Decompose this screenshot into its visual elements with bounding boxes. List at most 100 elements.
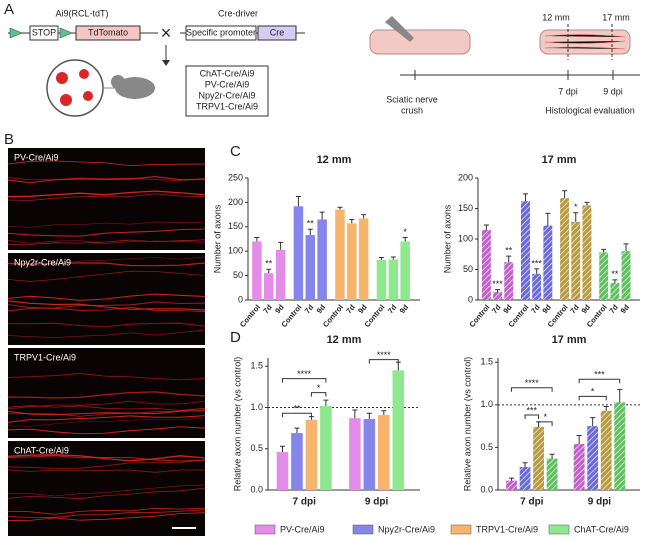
bar [305, 235, 316, 300]
bracket-label: **** [297, 369, 312, 379]
y-tick-label: 0 [468, 294, 473, 304]
panel-label: C [230, 143, 241, 160]
stop-box [29, 25, 59, 41]
distance-label: 17 mm [602, 12, 630, 22]
bar [506, 480, 517, 490]
axon [7, 512, 206, 522]
axon [7, 426, 206, 435]
axon [7, 487, 206, 499]
crush-label: crush [401, 105, 423, 115]
bar [573, 444, 585, 490]
legend-swatch [548, 524, 570, 535]
bracket [578, 395, 607, 401]
bracket-label: ** [293, 404, 301, 414]
significance: *** [531, 258, 542, 268]
significance: ** [265, 259, 273, 269]
y-tick-label: 1.5 [480, 357, 493, 367]
legend-swatch [450, 524, 472, 535]
bar [493, 292, 503, 300]
loxp [59, 27, 73, 39]
promoter-text: Specific promoter [186, 27, 256, 37]
y-tick-label: 150 [458, 203, 473, 213]
error-bar [522, 193, 528, 202]
image-label: PV-Cre/Ai9 [14, 152, 59, 162]
bar [388, 259, 399, 300]
bar [532, 273, 542, 300]
axon [7, 193, 206, 201]
crush-label: Sciatic nerve [386, 94, 438, 104]
bar [610, 282, 620, 300]
bracket [524, 414, 540, 420]
distance-label: 12 mm [542, 12, 570, 22]
image-label: ChAT-Cre/Ai9 [14, 445, 69, 455]
mouse-line: ChAT-Cre/Ai9 [200, 68, 255, 78]
x-tick-label: Control [238, 303, 262, 329]
error-bar [576, 434, 582, 445]
x-tick-label: 7d [386, 302, 399, 315]
error-bar [390, 256, 396, 260]
axon [7, 469, 206, 473]
mouse-head [111, 75, 125, 89]
panel-label: B [4, 131, 14, 148]
error-bar [573, 212, 579, 222]
x-tick-label: 9 dpi [365, 497, 389, 508]
axon [7, 459, 206, 469]
axon [7, 190, 206, 198]
y-tick-label: 0.0 [250, 484, 263, 494]
image-label: Npy2r-Cre/Ai9 [14, 257, 71, 267]
error-bar [509, 477, 515, 481]
mouse [115, 77, 155, 99]
x-tick-label: 9d [356, 302, 369, 315]
error-bar [323, 399, 329, 406]
bar [587, 426, 599, 490]
y-tick-label: 100 [458, 233, 473, 243]
bar [376, 259, 387, 300]
error-bar [562, 190, 568, 199]
x-tick-label: 7d [261, 302, 274, 315]
axon [7, 160, 206, 167]
bar [305, 419, 318, 490]
bar [600, 410, 612, 490]
bar [264, 273, 274, 300]
x-tick-label: 9d [619, 302, 632, 315]
axon [7, 300, 206, 311]
legend-swatch [352, 524, 374, 535]
bar [543, 225, 553, 300]
bar [320, 405, 332, 490]
significance: ** [505, 245, 513, 255]
axon [7, 221, 206, 228]
error-bar [295, 196, 301, 207]
y-tick-label: 0.5 [480, 442, 493, 452]
bar [481, 229, 491, 300]
axon [7, 507, 206, 515]
y-tick-label: 0.0 [480, 484, 493, 494]
error-bar [381, 410, 387, 415]
cross: × [161, 23, 172, 43]
x-tick-label: 7 dpi [520, 497, 544, 508]
neurons [56, 69, 93, 106]
y-tick-label: 0.5 [250, 443, 263, 453]
bar [275, 249, 286, 300]
axon [7, 418, 206, 427]
bracket [538, 421, 553, 426]
y-axis-label: Number of axons [212, 204, 222, 273]
axon [7, 175, 206, 184]
chart-title: 17 mm [542, 154, 577, 166]
bracket-label: **** [377, 350, 392, 360]
error-bar [378, 257, 384, 260]
chart-title: 12 mm [327, 334, 362, 346]
bar [335, 209, 345, 300]
bar [392, 370, 405, 490]
promoter-box [185, 25, 257, 41]
panel-label: A [4, 1, 14, 18]
error-bar [584, 201, 590, 206]
axon [7, 405, 206, 411]
axon [7, 455, 206, 462]
error-bar [603, 406, 609, 411]
y-tick-label: 1.0 [250, 402, 263, 412]
axon [7, 270, 206, 282]
tdtomato-box [75, 25, 141, 41]
error-bar [483, 224, 489, 230]
bar [276, 452, 289, 490]
